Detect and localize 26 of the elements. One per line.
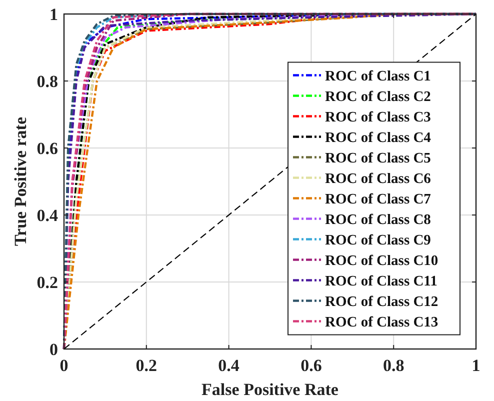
y-tick-label: 1 [50,4,58,24]
legend-label: ROC of Class C13 [325,314,438,330]
y-tick-label: 0.8 [36,72,58,91]
legend-label: ROC of Class C10 [325,252,438,269]
x-axis-title: False Positive Rate [202,380,339,399]
legend-label: ROC of Class C7 [325,191,431,208]
legend-label: ROC of Class C11 [325,273,438,290]
y-tick-label: 0.4 [36,206,58,225]
legend-label: ROC of Class C12 [325,294,438,310]
x-tick-label: 0.6 [300,356,322,375]
legend-label: ROC of Class C3 [325,109,431,126]
legend-label: ROC of Class C1 [325,68,431,84]
x-tick-label: 0.4 [218,356,240,375]
y-tick-label: 0.6 [36,138,58,158]
y-tick-label: 0 [50,340,58,359]
legend-label: ROC of Class C9 [325,232,431,248]
legend-label: ROC of Class C4 [325,130,431,146]
x-tick-label: 0.8 [382,356,404,375]
legend-label: ROC of Class C6 [325,170,431,187]
legend-label: ROC of Class C8 [325,212,431,228]
legend-label: ROC of Class C2 [325,88,431,105]
x-tick-label: 0.2 [136,356,158,375]
legend-label: ROC of Class C5 [325,150,431,166]
y-tick-label: 0.2 [36,272,58,292]
y-axis-title: True Positive rate [11,116,30,246]
x-tick-label: 1 [472,356,480,375]
